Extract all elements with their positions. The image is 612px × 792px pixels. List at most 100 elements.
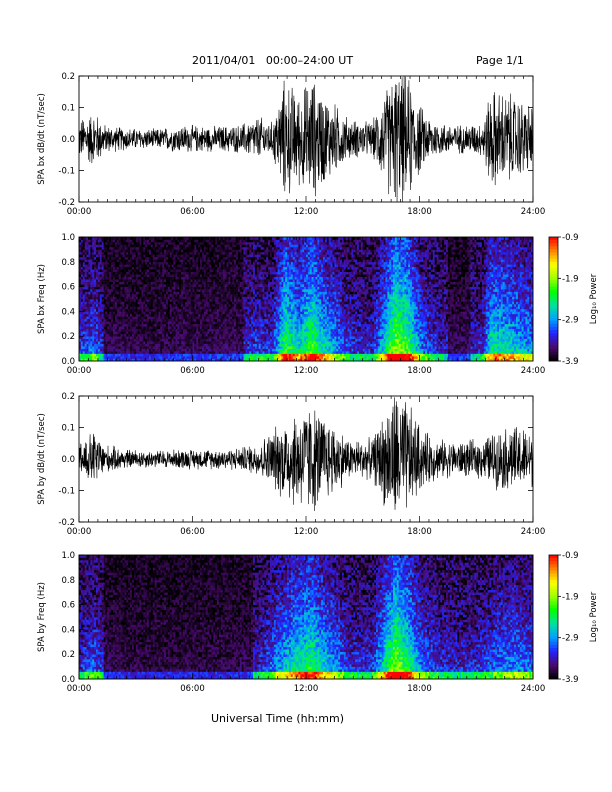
heatmap-cell bbox=[105, 333, 108, 337]
heatmap-cell bbox=[179, 276, 182, 280]
heatmap-cell bbox=[111, 276, 114, 280]
heatmap-cell bbox=[139, 326, 142, 330]
heatmap-cell bbox=[188, 276, 191, 280]
heatmap-cell bbox=[84, 244, 87, 248]
heatmap-cell bbox=[113, 246, 116, 250]
heatmap-cell bbox=[166, 269, 169, 273]
heatmap-cell bbox=[90, 276, 93, 280]
heatmap-cell bbox=[179, 301, 182, 305]
heatmap-cell bbox=[120, 311, 123, 315]
heatmap-cell bbox=[237, 241, 241, 245]
heatmap-cell bbox=[228, 321, 231, 325]
heatmap-cell bbox=[103, 241, 106, 245]
heatmap-cell bbox=[128, 318, 131, 322]
heatmap-cell bbox=[188, 249, 191, 253]
heatmap-cell bbox=[226, 284, 229, 287]
heatmap-cell bbox=[222, 284, 225, 287]
heatmap-cell bbox=[215, 261, 218, 265]
heatmap-cell bbox=[148, 341, 152, 344]
heatmap-cell bbox=[128, 336, 131, 339]
heatmap-cell bbox=[97, 299, 101, 302]
heatmap-cell bbox=[137, 251, 140, 255]
heatmap-cell bbox=[135, 284, 138, 287]
heatmap-cell bbox=[177, 284, 180, 287]
heatmap-cell bbox=[124, 237, 127, 240]
heatmap-cell bbox=[124, 326, 127, 330]
heatmap-cell bbox=[124, 353, 127, 357]
heatmap-cell bbox=[247, 346, 250, 349]
heatmap-cell bbox=[141, 346, 144, 349]
heatmap-cell bbox=[205, 266, 208, 270]
heatmap-cell bbox=[158, 239, 161, 243]
heatmap-cell bbox=[135, 296, 138, 300]
heatmap-cell bbox=[245, 323, 248, 327]
heatmap-cell bbox=[86, 351, 89, 354]
heatmap-cell bbox=[130, 331, 133, 335]
heatmap-cell bbox=[101, 338, 104, 342]
heatmap-cell bbox=[224, 251, 227, 255]
heatmap-cell bbox=[101, 256, 104, 260]
heatmap-cell bbox=[213, 266, 216, 270]
heatmap-cell bbox=[148, 251, 152, 255]
heatmap-cell bbox=[105, 316, 108, 320]
heatmap-cell bbox=[173, 356, 176, 359]
heatmap-cell bbox=[167, 318, 171, 322]
heatmap-cell bbox=[253, 271, 256, 275]
heatmap-cell bbox=[175, 237, 178, 240]
heatmap-cell bbox=[126, 294, 129, 297]
heatmap-cell bbox=[169, 291, 172, 295]
heatmap-cell bbox=[247, 299, 250, 302]
heatmap-cell bbox=[120, 308, 123, 312]
heatmap-cell bbox=[107, 256, 110, 260]
heatmap-cell bbox=[232, 343, 235, 347]
heatmap-cell bbox=[103, 284, 106, 287]
heatmap-cell bbox=[122, 338, 125, 342]
heatmap-cell bbox=[262, 331, 265, 335]
heatmap-cell bbox=[84, 246, 87, 250]
heatmap-cell bbox=[234, 321, 237, 325]
heatmap-cell bbox=[150, 321, 154, 325]
heatmap-cell bbox=[253, 291, 256, 295]
heatmap-cell bbox=[243, 358, 246, 362]
heatmap-cell bbox=[260, 348, 263, 352]
heatmap-cell bbox=[258, 249, 261, 253]
heatmap-cell bbox=[247, 323, 250, 327]
heatmap-cell bbox=[181, 239, 184, 243]
heatmap-cell bbox=[241, 351, 244, 354]
heatmap-cell bbox=[217, 259, 220, 263]
heatmap-cell bbox=[245, 269, 248, 273]
heatmap-cell bbox=[90, 264, 93, 268]
heatmap-cell bbox=[181, 358, 184, 362]
heatmap-cell bbox=[122, 254, 125, 258]
heatmap-cell bbox=[218, 358, 222, 362]
heatmap-cell bbox=[173, 249, 176, 253]
heatmap-cell bbox=[211, 241, 214, 245]
heatmap-cell bbox=[171, 269, 174, 273]
heatmap-cell bbox=[154, 331, 157, 335]
heatmap-cell bbox=[228, 313, 231, 317]
heatmap-cell bbox=[105, 343, 108, 347]
heatmap-cell bbox=[254, 269, 258, 273]
heatmap-cell bbox=[84, 353, 87, 357]
heatmap-cell bbox=[226, 251, 229, 255]
heatmap-cell bbox=[205, 254, 208, 258]
heatmap-cell bbox=[162, 351, 165, 354]
heatmap-cell bbox=[92, 296, 95, 300]
heatmap-cell bbox=[99, 259, 102, 263]
heatmap-cell bbox=[166, 264, 169, 268]
heatmap-cell bbox=[162, 301, 165, 305]
heatmap-cell bbox=[215, 336, 218, 339]
heatmap-cell bbox=[79, 251, 82, 255]
heatmap-cell bbox=[90, 294, 93, 297]
heatmap-cell bbox=[118, 356, 121, 359]
heatmap-cell bbox=[99, 351, 102, 354]
heatmap-cell bbox=[113, 346, 116, 349]
heatmap-cell bbox=[200, 336, 203, 339]
heatmap-cell bbox=[111, 318, 114, 322]
heatmap-cell bbox=[164, 254, 167, 258]
heatmap-cell bbox=[234, 237, 237, 240]
heatmap-cell bbox=[184, 244, 188, 248]
heatmap-cell bbox=[97, 256, 101, 260]
heatmap-cell bbox=[184, 346, 188, 349]
heatmap-cell bbox=[147, 281, 150, 285]
